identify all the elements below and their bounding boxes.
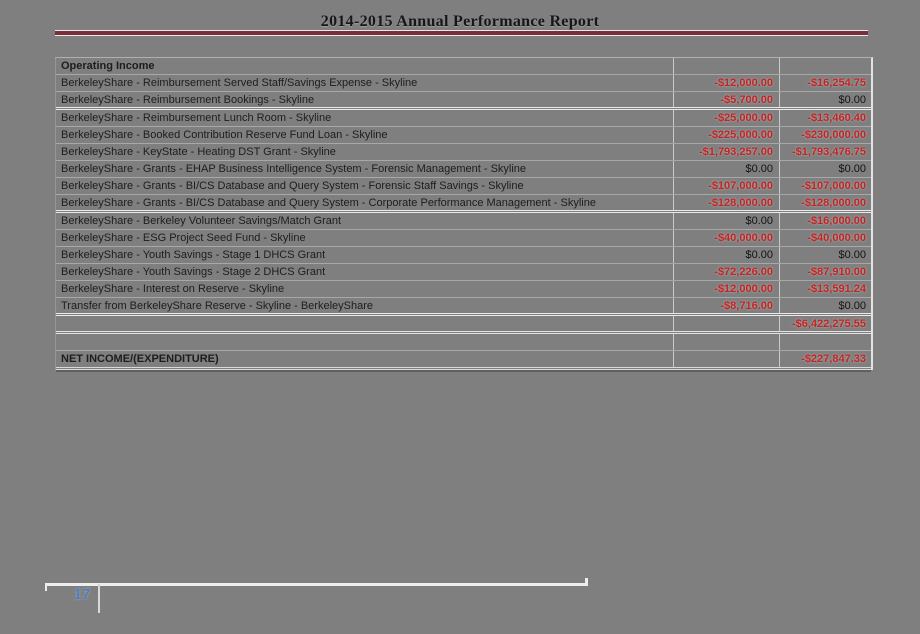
budget-value: -$225,000.00 bbox=[673, 127, 779, 143]
row-label: BerkeleyShare - Booked Contribution Rese… bbox=[61, 129, 388, 141]
row-label: BerkeleyShare - Reimbursement Bookings -… bbox=[61, 93, 315, 106]
row-label bbox=[56, 316, 673, 331]
actual-value: -$230,000.00 bbox=[779, 127, 872, 143]
table-row: Operating Income bbox=[56, 58, 871, 75]
actual-value: $0.00 bbox=[779, 161, 872, 177]
actual-value: -$128,000.00 bbox=[779, 195, 872, 210]
budget-value bbox=[673, 334, 779, 350]
table-row: BerkeleyShare - Reimbursement Served Sta… bbox=[56, 75, 871, 92]
budget-value: -$12,000.00 bbox=[673, 75, 779, 91]
row-label: Operating Income bbox=[61, 60, 155, 72]
table-row: BerkeleyShare - Grants - BI/CS Database … bbox=[56, 195, 871, 213]
actual-value: -$13,591.24 bbox=[779, 281, 872, 297]
table-row: BerkeleyShare - Berkeley Volunteer Savin… bbox=[56, 213, 871, 230]
table-row: -$6,422,275.55 bbox=[56, 316, 871, 334]
actual-value: $0.00 bbox=[779, 247, 872, 263]
budget-value bbox=[673, 351, 779, 367]
row-label: BerkeleyShare - Reimbursement Lunch Room… bbox=[61, 112, 332, 124]
row-label: NET INCOME/(EXPENDITURE) bbox=[61, 353, 219, 365]
table-row: BerkeleyShare - Grants - BI/CS Database … bbox=[56, 178, 871, 195]
table-row: BerkeleyShare - ESG Project Seed Fund - … bbox=[56, 230, 871, 247]
budget-value: $0.00 bbox=[673, 247, 779, 263]
operating-income-table: Operating Income BerkeleyShare - Reimburs… bbox=[55, 57, 873, 370]
budget-value: $0.00 bbox=[673, 161, 779, 177]
budget-value: -$12,000.00 bbox=[673, 281, 779, 297]
footer-rule-left-tick bbox=[45, 583, 47, 591]
actual-value: $0.00 bbox=[779, 298, 872, 313]
row-label: BerkeleyShare - KeyState - Heating DST G… bbox=[61, 146, 336, 158]
actual-value bbox=[779, 334, 872, 350]
actual-value bbox=[779, 58, 872, 74]
actual-value: -$1,793,476.75 bbox=[779, 144, 872, 160]
table-row: BerkeleyShare - KeyState - Heating DST G… bbox=[56, 144, 871, 161]
table-row: Transfer from BerkeleyShare Reserve - Sk… bbox=[56, 298, 871, 316]
row-label: Transfer from BerkeleyShare Reserve - Sk… bbox=[61, 299, 373, 312]
budget-value: -$72,226.00 bbox=[673, 264, 779, 280]
budget-value: -$25,000.00 bbox=[673, 110, 779, 126]
budget-value: -$107,000.00 bbox=[673, 178, 779, 194]
page-number: 17 bbox=[73, 586, 91, 603]
actual-value: -$107,000.00 bbox=[779, 178, 872, 194]
footer-rule bbox=[45, 583, 588, 586]
row-label: BerkeleyShare - Grants - EHAP Business I… bbox=[61, 163, 527, 175]
row-label: BerkeleyShare - Grants - BI/CS Database … bbox=[61, 180, 524, 192]
actual-value: -$227,847.33 bbox=[779, 351, 872, 367]
budget-value: $0.00 bbox=[673, 213, 779, 229]
budget-value bbox=[673, 316, 779, 331]
row-label: BerkeleyShare - Berkeley Volunteer Savin… bbox=[61, 215, 342, 227]
actual-value: -$16,254.75 bbox=[779, 75, 872, 91]
actual-value: -$16,000.00 bbox=[779, 213, 872, 229]
actual-value: -$40,000.00 bbox=[779, 230, 872, 246]
row-label: BerkeleyShare - Reimbursement Served Sta… bbox=[61, 77, 418, 89]
row-label: BerkeleyShare - Youth Savings - Stage 1 … bbox=[61, 249, 326, 261]
table-row: BerkeleyShare - Interest on Reserve - Sk… bbox=[56, 281, 871, 298]
budget-value bbox=[673, 58, 779, 74]
table-row: NET INCOME/(EXPENDITURE) -$227,847.33 bbox=[56, 351, 871, 370]
row-label bbox=[56, 334, 673, 350]
budget-value: -$128,000.00 bbox=[673, 195, 779, 210]
table-row: BerkeleyShare - Reimbursement Bookings -… bbox=[56, 92, 871, 110]
footer-divider bbox=[98, 584, 100, 613]
row-label: BerkeleyShare - Grants - BI/CS Database … bbox=[61, 196, 596, 209]
actual-value: -$13,460.40 bbox=[779, 110, 872, 126]
budget-value: -$5,700.00 bbox=[673, 92, 779, 107]
table-row: BerkeleyShare - Youth Savings - Stage 1 … bbox=[56, 247, 871, 264]
report-title: 2014-2015 Annual Performance Report bbox=[320, 13, 600, 30]
table-row: BerkeleyShare - Reimbursement Lunch Room… bbox=[56, 110, 871, 127]
title-rule bbox=[55, 30, 868, 36]
actual-value: -$87,910.00 bbox=[779, 264, 872, 280]
budget-value: -$8,716.00 bbox=[673, 298, 779, 313]
row-label: BerkeleyShare - Interest on Reserve - Sk… bbox=[61, 283, 285, 295]
table-row: BerkeleyShare - Youth Savings - Stage 2 … bbox=[56, 264, 871, 281]
actual-value: -$6,422,275.55 bbox=[779, 316, 872, 331]
row-label: BerkeleyShare - ESG Project Seed Fund - … bbox=[61, 232, 306, 244]
footer-rule-right-tick bbox=[585, 578, 588, 586]
table-row bbox=[56, 334, 871, 351]
actual-value: $0.00 bbox=[779, 92, 872, 107]
budget-value: -$40,000.00 bbox=[673, 230, 779, 246]
budget-value: -$1,793,257.00 bbox=[673, 144, 779, 160]
row-label: BerkeleyShare - Youth Savings - Stage 2 … bbox=[61, 266, 326, 278]
table-row: BerkeleyShare - Grants - EHAP Business I… bbox=[56, 161, 871, 178]
table-row: BerkeleyShare - Booked Contribution Rese… bbox=[56, 127, 871, 144]
